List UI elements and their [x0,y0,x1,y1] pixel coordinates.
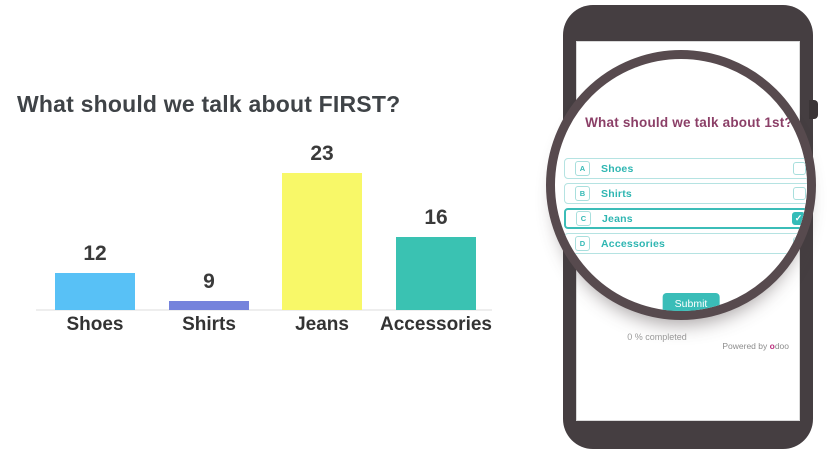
powered-by-label: Powered by [722,341,770,351]
option-label: Accessories [601,237,666,250]
powered-by-odoo: Powered by odoo [722,341,789,351]
x-axis-line [36,309,492,311]
option-label: Jeans [602,212,633,225]
bar-category-label: Shoes [66,314,124,335]
odoo-logo-first-o: o [769,341,775,351]
bar-chart: 12 Shoes 9 Shirts 23 Jeans 16 Accessories [36,142,492,335]
odoo-logo-rest: doo [774,341,789,351]
bar-shoes [55,273,135,310]
option-letter-badge: B [575,186,590,201]
survey-option-shirts[interactable]: B Shirts [564,183,807,204]
bar-value-label: 9 [203,270,215,293]
bar-category-label: Accessories [380,314,492,335]
bar-accessories [396,237,476,310]
magnifier-circle: What should we talk about 1st? A Shoes B Sh… [546,50,816,320]
bar-value-label: 16 [424,206,448,229]
checkbox-icon[interactable] [793,237,806,250]
bar-category-label: Jeans [295,314,349,335]
option-label: Shoes [601,162,634,175]
survey-option-accessories[interactable]: D Accessories [564,233,807,254]
survey-question-title: What should we talk about 1st? [585,115,793,130]
option-letter-badge: C [576,211,591,226]
checkbox-checked-icon[interactable]: ✓ [792,212,805,225]
survey-options-list: A Shoes B Shirts C Jeans ✓ D Accessories [564,158,807,258]
submit-button[interactable]: Submit [662,293,720,311]
bar-value-label: 12 [83,242,107,265]
survey-option-jeans[interactable]: C Jeans ✓ [564,208,807,229]
bar-shirts [169,301,249,310]
option-letter-badge: A [575,161,590,176]
option-label: Shirts [601,187,632,200]
chart-title: What should we talk about FIRST? [17,91,401,117]
option-letter-badge: D [575,236,590,251]
survey-option-shoes[interactable]: A Shoes [564,158,807,179]
survey-progress-text: 0 % completed [627,332,687,342]
bar-value-label: 23 [310,142,334,165]
bar-jeans [282,173,362,310]
phone-power-button [809,100,818,119]
bar-category-label: Shirts [182,314,236,335]
checkbox-icon[interactable] [793,187,806,200]
checkbox-icon[interactable] [793,162,806,175]
